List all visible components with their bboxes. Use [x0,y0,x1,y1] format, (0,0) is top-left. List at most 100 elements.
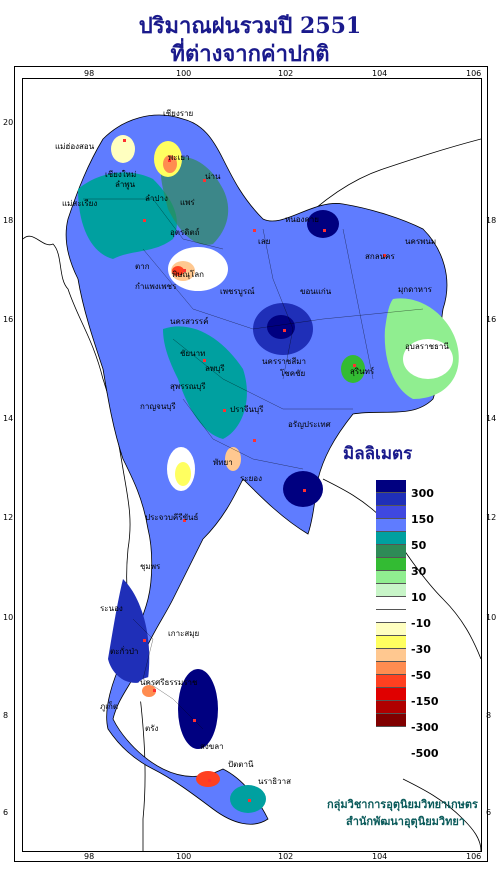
map-title-line2: ที่ต่างจากค่าปกติ [170,41,330,67]
legend-label: -150 [411,695,439,708]
legend-swatch [376,649,406,662]
lat-tick-left: 6 [3,808,9,817]
place-label: น่าน [205,172,221,181]
place-label: เชียงใหม่ [105,170,137,179]
lat-tick-right: 6 [486,808,492,817]
place-label: ปราจีนบุรี [230,405,264,414]
legend-label: -50 [411,669,431,682]
legend-swatch [376,532,406,545]
legend-label: 300 [411,487,434,500]
place-label: อรัญประเทศ [288,420,331,429]
place-label: พัทยา [213,458,233,467]
legend-label: 50 [411,539,427,552]
place-label: นครสวรรค์ [170,317,209,326]
legend-swatch [376,675,406,688]
place-label: ลำพูน [115,180,136,189]
place-label: เชียงราย [163,109,194,118]
lat-tick-right: 12 [486,513,497,522]
lat-tick-right: 10 [486,613,497,622]
legend-color-bar [376,480,406,727]
place-label: ประจวบคีรีขันธ์ [145,513,199,522]
legend-swatch [376,597,406,610]
place-label: เพชรบูรณ์ [220,287,255,296]
place-label: ลพบุรี [205,364,225,373]
place-label: กาญจนบุรี [140,402,176,411]
legend-label: 150 [411,513,434,526]
place-label: หนองคาย [285,215,319,224]
place-label: ขอนแก่น [300,287,332,296]
legend-swatch [376,519,406,532]
lat-tick-left: 10 [3,613,14,622]
legend-swatch [376,545,406,558]
place-label: นครศรีธรรมราช [140,678,198,687]
place-label: ชุมพร [140,562,161,571]
place-label: ภูเก็ต [100,702,119,711]
legend-swatch [376,610,406,623]
lat-tick-right: 16 [486,315,497,324]
place-label: แม่ฮ่องสอน [55,142,95,151]
lon-tick-top: 102 [278,69,294,78]
legend-swatch [376,506,406,519]
place-label: เลย [258,237,271,246]
place-label: โชคชัย [280,369,306,378]
legend-swatch [376,701,406,714]
lat-tick-right: 18 [486,216,497,225]
place-label: อุบลราชธานี [405,342,449,351]
legend-swatch [376,571,406,584]
legend-swatch [376,636,406,649]
place-label: แพร่ [180,198,195,207]
place-label: พิษณุโลก [172,270,205,279]
lat-tick-left: 14 [3,414,14,423]
rainfall-anomaly-map [23,114,481,851]
place-label: เกาะสมุย [168,629,200,638]
place-label: สุพรรณบุรี [170,382,206,391]
lon-tick-top: 100 [176,69,192,78]
credit-line1: กลุ่มวิชาการอุตุนิยมวิทยาเกษตร [327,798,478,811]
place-label: นครราชสีมา [262,357,306,366]
map-title-line1: ปริมาณฝนรวมปี 2551 [138,13,362,39]
legend-label: 10 [411,591,427,604]
place-label: ระยอง [240,474,262,483]
lat-tick-left: 8 [3,711,9,720]
place-label: นครพนม [405,237,437,246]
place-label: ตรัง [145,724,159,733]
place-label: ลำปาง [145,194,168,203]
lon-tick-bottom: 104 [372,852,388,861]
lon-tick-top: 106 [466,69,482,78]
lon-tick-top: 98 [84,69,95,78]
legend-swatch [376,623,406,636]
place-label: แม่สะเรียง [62,199,98,208]
place-label: มุกดาหาร [398,285,432,294]
place-label: ตาก [135,262,150,271]
legend-label: -10 [411,617,431,630]
map-area [22,78,482,852]
lon-tick-bottom: 98 [84,852,95,861]
legend-swatch [376,688,406,701]
place-label: สกลนคร [365,252,395,261]
legend-swatch [376,584,406,597]
lat-tick-right: 8 [486,711,492,720]
map-outer-frame [14,66,488,862]
lon-tick-top: 104 [372,69,388,78]
place-label: ตะกั่วป่า [110,647,139,656]
legend-swatch [376,558,406,571]
place-label: สงขลา [200,742,224,751]
place-label: กำแพงเพชร [135,282,177,291]
credit-line2: สำนักพัฒนาอุตุนิยมวิทยา [346,815,465,828]
legend-swatch [376,480,406,493]
legend-title: มิลลิเมตร [343,444,413,464]
place-label: ระนอง [100,604,123,613]
legend-label: -300 [411,721,439,734]
legend-label: 30 [411,565,427,578]
lat-tick-left: 20 [3,118,14,127]
lat-tick-left: 18 [3,216,14,225]
lat-tick-right: 14 [486,414,497,423]
lon-tick-bottom: 100 [176,852,192,861]
place-label: ชัยนาท [180,349,206,358]
place-label: สุรินทร์ [350,367,375,376]
legend-label: -30 [411,643,431,656]
place-label: อุตรดิตถ์ [170,228,200,237]
legend-label: -500 [411,747,439,760]
lon-tick-bottom: 106 [466,852,482,861]
place-label: นราธิวาส [258,777,292,786]
